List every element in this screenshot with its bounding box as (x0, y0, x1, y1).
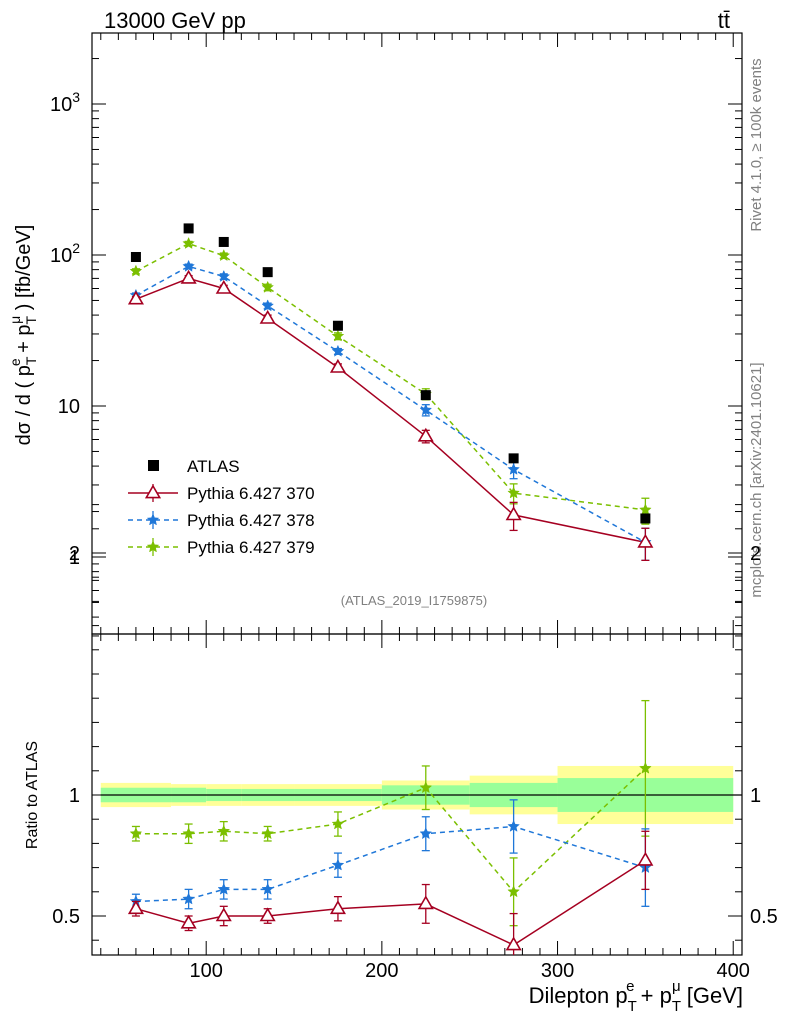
mcplots-label: mcplots.cern.ch [arXiv:2401.10621] (748, 362, 765, 597)
header-process-label: tt̄ (718, 8, 730, 33)
ratio-y-tick-label-right: 2 (750, 543, 761, 565)
main-point-p370 (329, 358, 346, 373)
main-point-p379 (217, 249, 231, 262)
ratio-point-p370 (417, 895, 434, 910)
x-axis-label: Dilepton pTe + pTμ [GeV] (529, 978, 743, 1015)
ratio-point-p379 (419, 781, 433, 794)
ratio-line-p379 (135, 767, 646, 893)
main-point-p370 (127, 290, 144, 305)
main-point-p379 (182, 236, 195, 249)
ratio-point-p370 (329, 900, 346, 915)
ratio-point-p370 (180, 914, 197, 929)
rivet-version-label: Rivet 4.1.0, ≥ 100k events (748, 58, 765, 231)
main-point-p370 (505, 506, 522, 521)
legend-label-p370: Pythia 6.427 370 (187, 484, 315, 503)
x-tick-label: 200 (365, 960, 398, 982)
main-point-p379 (507, 486, 520, 499)
main-point-p370 (637, 533, 654, 548)
main-point-p370 (215, 279, 232, 294)
ratio-y-axis-label: Ratio to ATLAS (24, 741, 41, 849)
ratio-point-p379 (129, 827, 143, 840)
ratio-point-p379 (261, 827, 275, 840)
main-point-p378 (507, 462, 520, 475)
main-y-tick-label: 1 (69, 547, 80, 569)
main-point-p378 (261, 299, 275, 312)
x-tick-label: 100 (190, 960, 223, 982)
ratio-point-p378 (261, 882, 275, 895)
main-point-atlas (640, 513, 651, 524)
main-point-p370 (180, 269, 197, 284)
analysis-id-label: (ATLAS_2019_I1759875) (341, 593, 487, 608)
legend: ATLAS Pythia 6.427 370 Pythia 6.427 378 Pyt… (128, 457, 315, 557)
ratio-point-p378 (182, 892, 195, 905)
ratio-line-p370 (135, 859, 646, 946)
main-line-p379 (135, 242, 646, 511)
ratio-point-p378 (419, 827, 433, 840)
header-energy-label: 13000 GeV pp (104, 8, 246, 33)
ratio-point-p370 (505, 936, 522, 951)
main-point-atlas (332, 320, 343, 331)
x-tick-label: 300 (541, 960, 574, 982)
main-y-tick-label: 102 (50, 240, 80, 267)
main-point-atlas (183, 223, 194, 234)
main-point-p370 (259, 309, 276, 324)
ratio-point-p379 (182, 827, 195, 840)
main-point-atlas (262, 267, 273, 278)
ratio-point-p378 (217, 882, 231, 895)
legend-marker-p379 (146, 540, 160, 553)
main-point-p370 (417, 427, 434, 442)
legend-marker-p378 (146, 513, 160, 526)
legend-label-p379: Pythia 6.427 379 (187, 538, 315, 557)
ratio-series-group (127, 699, 654, 955)
main-y-tick-label: 10 (58, 396, 80, 418)
main-y-axis-label: dσ / d ( pTe + pTμ ) [fb/GeV] (7, 225, 39, 446)
ratio-point-p379 (507, 885, 520, 898)
ratio-point-p378 (331, 858, 345, 871)
main-point-atlas (508, 453, 519, 464)
ratio-y-tick-label: 0.5 (52, 906, 80, 928)
x-tick-label: 400 (717, 960, 750, 982)
main-point-p379 (331, 329, 345, 342)
ratio-point-p379 (217, 824, 231, 837)
ratio-y-tick-label-right: 0.5 (750, 906, 778, 928)
main-point-p379 (129, 264, 143, 277)
ratio-point-p379 (331, 817, 345, 830)
main-point-atlas (218, 236, 229, 247)
legend-marker-atlas (148, 460, 159, 471)
main-point-p379 (261, 280, 275, 293)
ratio-line-p378 (135, 825, 646, 903)
main-point-p378 (217, 269, 231, 282)
main-series-group (127, 223, 654, 562)
legend-label-p378: Pythia 6.427 378 (187, 511, 315, 530)
ratio-y-tick-label-right: 1 (750, 785, 761, 807)
legend-label-atlas: ATLAS (187, 457, 240, 476)
main-point-p379 (639, 503, 652, 516)
main-point-p378 (331, 344, 345, 357)
main-point-atlas (420, 390, 431, 401)
main-point-p378 (182, 259, 195, 272)
ratio-point-p379 (639, 761, 652, 774)
main-line-p378 (135, 265, 646, 544)
main-point-p378 (419, 403, 433, 416)
ratio-point-p370 (127, 900, 144, 915)
ratio-y-tick-label: 2 (69, 543, 80, 565)
main-y-tick-label: 103 (50, 89, 80, 116)
legend-marker-p370 (144, 484, 162, 499)
ratio-point-p370 (637, 851, 654, 866)
ratio-point-p370 (259, 907, 276, 922)
ratio-y-tick-label: 1 (69, 785, 80, 807)
ratio-point-p370 (215, 907, 232, 922)
main-point-atlas (130, 251, 141, 262)
ratio-point-p378 (507, 819, 520, 832)
